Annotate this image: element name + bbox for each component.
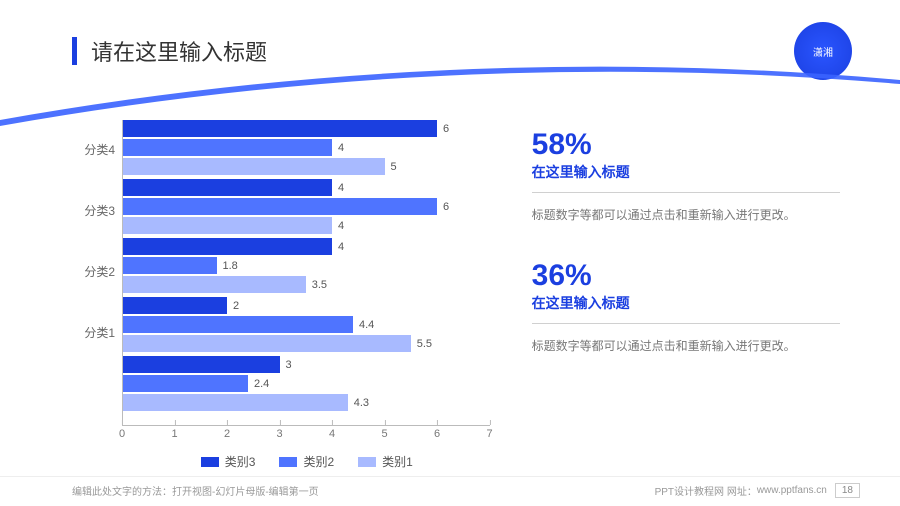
bar bbox=[122, 316, 353, 333]
bar bbox=[122, 158, 385, 175]
bar bbox=[122, 394, 348, 411]
x-tick: 0 bbox=[119, 422, 125, 440]
legend-item: 类别3 bbox=[201, 453, 256, 470]
bar-row: 4 bbox=[122, 179, 492, 196]
bar-chart: 6 4 5 分类4 4 6 4 分类3 4 1.8 3.5 分类2 2 4.4 5.5 分类1 3 2.4 4.3 bbox=[60, 120, 492, 425]
bar-group: 6 4 5 bbox=[122, 120, 492, 175]
stats-column: 58% 在这里输入标题 标题数字等都可以通过点击和重新输入进行更改。 36% 在… bbox=[532, 120, 840, 470]
footer-left-text: 编辑此处文字的方法：打开视图-幻灯片母版-编辑第一页 bbox=[72, 483, 319, 498]
y-axis-label: 分类1 bbox=[60, 324, 115, 341]
bar-value-label: 4.4 bbox=[359, 319, 374, 331]
x-tick: 4 bbox=[329, 422, 335, 440]
stat-title: 在这里输入标题 bbox=[532, 162, 840, 193]
footer-site-url: www.pptfans.cn bbox=[757, 485, 827, 496]
legend-swatch bbox=[279, 457, 297, 467]
y-axis-label: 分类2 bbox=[60, 263, 115, 280]
bar-value-label: 6 bbox=[443, 201, 449, 213]
x-tick: 2 bbox=[224, 422, 230, 440]
legend-item: 类别2 bbox=[279, 453, 334, 470]
x-tick: 3 bbox=[276, 422, 282, 440]
bar-value-label: 4.3 bbox=[354, 397, 369, 409]
bar-row: 4.3 bbox=[122, 394, 492, 411]
bar-value-label: 4 bbox=[338, 220, 344, 232]
stat-desc: 标题数字等都可以通过点击和重新输入进行更改。 bbox=[532, 205, 840, 227]
bar-row: 2 bbox=[122, 297, 492, 314]
bar bbox=[122, 276, 306, 293]
content-row: 645分类4464分类341.83.5分类224.45.5分类132.44.3 … bbox=[0, 80, 900, 470]
bar-value-label: 2.4 bbox=[254, 378, 269, 390]
bar bbox=[122, 238, 332, 255]
bar-row: 4 bbox=[122, 139, 492, 156]
bar bbox=[122, 198, 437, 215]
bar-row: 2.4 bbox=[122, 375, 492, 392]
bar bbox=[122, 139, 332, 156]
bar bbox=[122, 257, 217, 274]
x-tick: 6 bbox=[434, 422, 440, 440]
bar-row: 4 bbox=[122, 238, 492, 255]
legend-swatch bbox=[201, 457, 219, 467]
bar-value-label: 6 bbox=[443, 123, 449, 135]
bar-value-label: 4 bbox=[338, 142, 344, 154]
stat-percent: 36% bbox=[532, 261, 840, 291]
footer-right: PPT设计教程网 网址： www.pptfans.cn 18 bbox=[655, 483, 860, 498]
header: 请在这里输入标题 潇湘 bbox=[0, 0, 900, 80]
bar-row: 1.8 bbox=[122, 257, 492, 274]
x-tick: 7 bbox=[486, 422, 492, 440]
bar-value-label: 4 bbox=[338, 182, 344, 194]
bar-value-label: 2 bbox=[233, 300, 239, 312]
legend-label: 类别3 bbox=[225, 453, 256, 470]
x-axis: 0 1 2 3 4 5 6 7 bbox=[122, 425, 490, 445]
bar bbox=[122, 297, 227, 314]
bar-value-label: 5 bbox=[391, 161, 397, 173]
bar-row: 5 bbox=[122, 158, 492, 175]
logo-badge: 潇湘 bbox=[794, 22, 852, 80]
bar bbox=[122, 217, 332, 234]
bar-row: 6 bbox=[122, 198, 492, 215]
stat-percent: 58% bbox=[532, 130, 840, 160]
footer-site-label: PPT设计教程网 网址： bbox=[655, 483, 757, 498]
stat-desc: 标题数字等都可以通过点击和重新输入进行更改。 bbox=[532, 336, 840, 358]
bar-group: 4 1.8 3.5 bbox=[122, 238, 492, 293]
bar-row: 5.5 bbox=[122, 335, 492, 352]
y-axis-line bbox=[122, 120, 123, 425]
stat-block: 36% 在这里输入标题 标题数字等都可以通过点击和重新输入进行更改。 bbox=[532, 261, 840, 358]
bar-group: 2 4.4 5.5 bbox=[122, 297, 492, 352]
y-axis-label: 分类3 bbox=[60, 202, 115, 219]
page-title: 请在这里输入标题 bbox=[91, 35, 267, 67]
bar-row: 3 bbox=[122, 356, 492, 373]
legend-label: 类别1 bbox=[382, 453, 413, 470]
bar-value-label: 3.5 bbox=[312, 279, 327, 291]
x-tick: 5 bbox=[381, 422, 387, 440]
stat-block: 58% 在这里输入标题 标题数字等都可以通过点击和重新输入进行更改。 bbox=[532, 130, 840, 227]
bar-row: 4 bbox=[122, 217, 492, 234]
bar-row: 6 bbox=[122, 120, 492, 137]
bar-group: 4 6 4 bbox=[122, 179, 492, 234]
legend-label: 类别2 bbox=[303, 453, 334, 470]
x-tick: 1 bbox=[171, 422, 177, 440]
legend-swatch bbox=[358, 457, 376, 467]
bar bbox=[122, 375, 248, 392]
logo-text: 潇湘 bbox=[813, 44, 833, 59]
bar-group: 3 2.4 4.3 bbox=[122, 356, 492, 411]
bar-value-label: 3 bbox=[286, 359, 292, 371]
bar-row: 4.4 bbox=[122, 316, 492, 333]
stat-title: 在这里输入标题 bbox=[532, 293, 840, 324]
bar-row: 3.5 bbox=[122, 276, 492, 293]
bar-value-label: 4 bbox=[338, 241, 344, 253]
bar bbox=[122, 120, 437, 137]
title-wrap: 请在这里输入标题 bbox=[72, 35, 267, 67]
bar bbox=[122, 179, 332, 196]
page-number: 18 bbox=[835, 483, 860, 498]
y-axis-label: 分类4 bbox=[60, 141, 115, 158]
bar bbox=[122, 335, 411, 352]
bar bbox=[122, 356, 280, 373]
legend-item: 类别1 bbox=[358, 453, 413, 470]
title-accent-bar bbox=[72, 37, 77, 65]
bar-value-label: 5.5 bbox=[417, 338, 432, 350]
chart-legend: 类别3 类别2 类别1 bbox=[122, 453, 492, 470]
chart-column: 645分类4464分类341.83.5分类224.45.5分类132.44.3 … bbox=[60, 120, 492, 470]
bar-value-label: 1.8 bbox=[223, 260, 238, 272]
footer: 编辑此处文字的方法：打开视图-幻灯片母版-编辑第一页 PPT设计教程网 网址： … bbox=[0, 476, 900, 498]
